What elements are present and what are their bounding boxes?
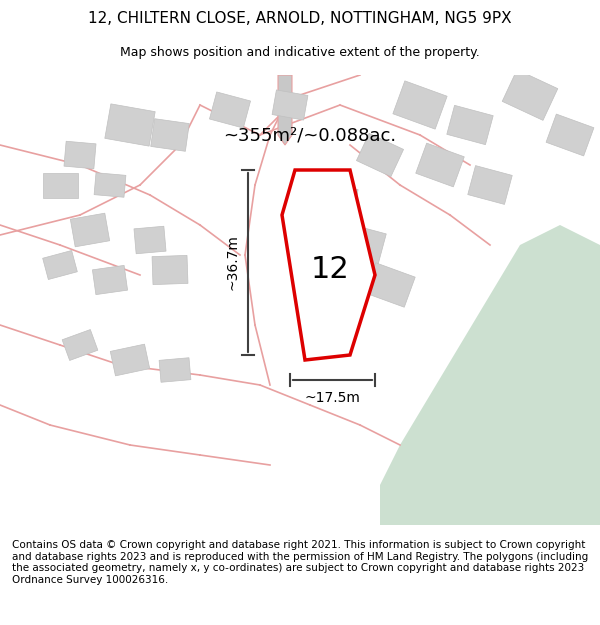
Polygon shape	[272, 90, 308, 120]
Text: 12, CHILTERN CLOSE, ARNOLD, NOTTINGHAM, NG5 9PX: 12, CHILTERN CLOSE, ARNOLD, NOTTINGHAM, …	[88, 11, 512, 26]
Text: 12: 12	[311, 256, 349, 284]
Polygon shape	[134, 226, 166, 254]
Polygon shape	[380, 225, 600, 525]
Polygon shape	[282, 170, 375, 360]
Polygon shape	[64, 141, 96, 169]
Text: ~17.5m: ~17.5m	[305, 391, 361, 405]
Polygon shape	[393, 81, 447, 129]
Polygon shape	[546, 114, 594, 156]
Polygon shape	[62, 329, 98, 361]
Polygon shape	[447, 106, 493, 144]
Text: Map shows position and indicative extent of the property.: Map shows position and indicative extent…	[120, 46, 480, 59]
Polygon shape	[70, 213, 110, 247]
Polygon shape	[94, 173, 126, 198]
Polygon shape	[468, 166, 512, 204]
Polygon shape	[302, 181, 358, 229]
Polygon shape	[278, 75, 292, 145]
Text: Contains OS data © Crown copyright and database right 2021. This information is : Contains OS data © Crown copyright and d…	[12, 540, 588, 585]
Polygon shape	[151, 119, 189, 151]
Polygon shape	[152, 256, 188, 284]
Polygon shape	[365, 262, 415, 308]
Polygon shape	[334, 222, 386, 268]
Polygon shape	[159, 357, 191, 382]
Text: ~36.7m: ~36.7m	[226, 234, 240, 291]
Polygon shape	[356, 133, 404, 177]
Polygon shape	[110, 344, 150, 376]
Polygon shape	[43, 173, 77, 198]
Polygon shape	[502, 69, 558, 121]
Text: ~355m²/~0.088ac.: ~355m²/~0.088ac.	[223, 126, 397, 144]
Polygon shape	[416, 143, 464, 187]
Polygon shape	[105, 104, 155, 146]
Polygon shape	[92, 266, 128, 294]
Polygon shape	[43, 251, 77, 279]
Polygon shape	[209, 92, 251, 128]
